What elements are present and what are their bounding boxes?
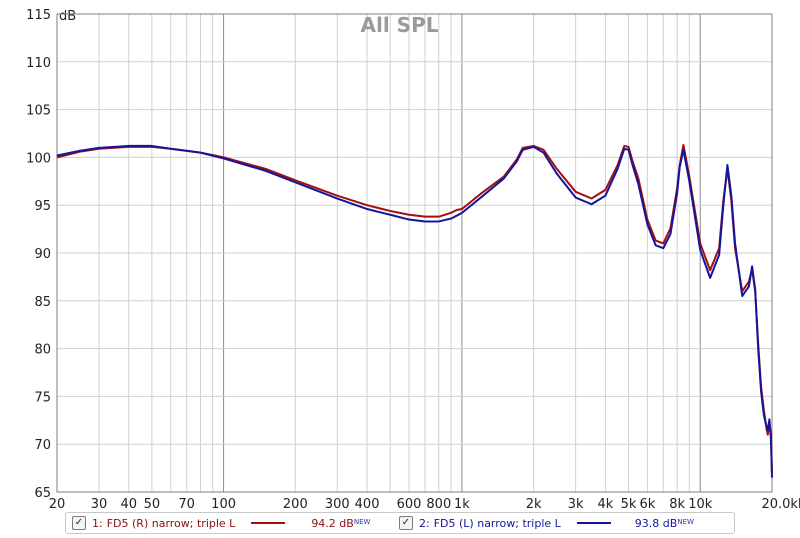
x-tick-label: 30 xyxy=(91,497,108,510)
x-tick-label: 6k xyxy=(639,497,655,510)
x-tick-label: 100 xyxy=(211,497,236,510)
legend-series-name: FD5 (L) narrow; triple L xyxy=(433,516,561,530)
y-tick-label: 105 xyxy=(26,104,51,119)
x-tick-label: 20.0kHz xyxy=(761,497,800,510)
legend-new-badge: NEW xyxy=(677,518,694,526)
chart-title: All SPL xyxy=(361,13,439,37)
legend-value: 94.2 dB xyxy=(311,516,354,530)
y-tick-label: 100 xyxy=(26,151,51,166)
x-tick-label: 5k xyxy=(621,497,637,510)
y-unit-label: dB xyxy=(59,9,76,24)
y-tick-label: 115 xyxy=(26,8,51,23)
legend-line-swatch xyxy=(576,522,611,524)
checkbox-icon[interactable]: ✓ xyxy=(399,516,413,530)
legend: ✓ 1: FD5 (R) narrow; triple L 94.2 dB NE… xyxy=(65,512,735,534)
spl-chart: All SPL 65 70 75 80 85 90 95 100 105 110 115 dB 20 30 4… xyxy=(26,8,800,510)
legend-line-swatch xyxy=(251,522,286,524)
x-tick-label: 8k xyxy=(669,497,685,510)
x-tick-label: 20 xyxy=(49,497,66,510)
x-tick-label: 70 xyxy=(178,497,195,510)
x-tick-label: 1k xyxy=(454,497,470,510)
y-tick-label: 110 xyxy=(26,56,51,71)
y-tick-label: 90 xyxy=(34,247,51,262)
legend-new-badge: NEW xyxy=(353,518,371,526)
x-tick-label: 4k xyxy=(598,497,614,510)
y-tick-label: 95 xyxy=(34,199,51,214)
y-tick-label: 75 xyxy=(34,390,51,405)
x-tick-label: 600 xyxy=(397,497,422,510)
legend-value: 93.8 dB xyxy=(634,516,678,530)
series-line-2 xyxy=(56,144,773,478)
checkbox-icon[interactable]: ✓ xyxy=(72,516,86,530)
plot-frame xyxy=(56,13,773,493)
x-tick-label: 2k xyxy=(526,497,542,510)
y-tick-label: 65 xyxy=(34,486,51,501)
x-tick-label: 300 xyxy=(325,497,350,510)
y-tick-label: 70 xyxy=(34,438,51,453)
x-tick-label: 50 xyxy=(144,497,161,510)
x-tick-label: 400 xyxy=(355,497,380,510)
y-tick-label: 80 xyxy=(34,343,51,358)
legend-index: 2: xyxy=(419,516,430,530)
legend-series-name: FD5 (R) narrow; triple L xyxy=(106,516,236,530)
legend-item-l[interactable]: ✓ 2: FD5 (L) narrow; triple L 93.8 dB NE… xyxy=(399,513,694,533)
x-tick-label: 200 xyxy=(283,497,308,510)
x-tick-label: 800 xyxy=(426,497,451,510)
x-tick-label: 3k xyxy=(568,497,584,510)
y-tick-label: 85 xyxy=(34,295,51,310)
legend-item-r[interactable]: ✓ 1: FD5 (R) narrow; triple L 94.2 dB NE… xyxy=(72,513,370,533)
legend-index: 1: xyxy=(92,516,103,530)
x-tick-label: 10k xyxy=(688,497,713,510)
x-tick-label: 40 xyxy=(120,497,137,510)
